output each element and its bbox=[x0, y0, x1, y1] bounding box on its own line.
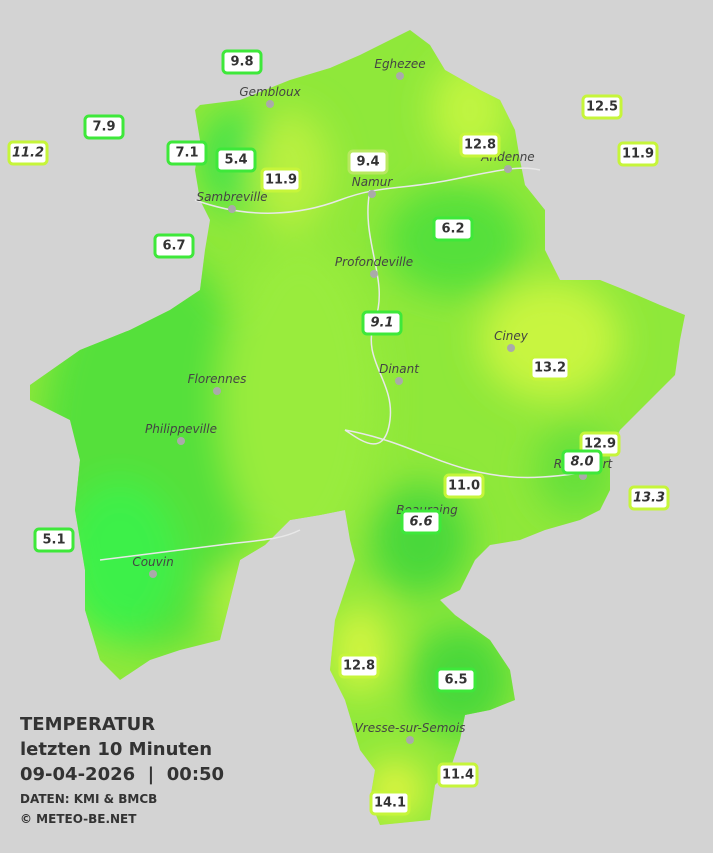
city-label: Florennes bbox=[188, 372, 247, 386]
station-box bbox=[561, 449, 603, 475]
station-value: 9.8 bbox=[230, 55, 253, 70]
station-value: 12.8 bbox=[464, 138, 496, 153]
station-box bbox=[529, 355, 571, 381]
station-box bbox=[33, 527, 75, 553]
city-label: Gembloux bbox=[239, 85, 301, 99]
station-box bbox=[166, 140, 208, 166]
station-value: 5.4 bbox=[224, 153, 247, 168]
station-box bbox=[7, 140, 49, 166]
station-value: 12.5 bbox=[586, 100, 618, 115]
city-dot bbox=[177, 437, 185, 445]
city-dot bbox=[396, 72, 404, 80]
city-dot bbox=[368, 190, 376, 198]
station-box bbox=[581, 94, 623, 120]
station-box bbox=[338, 653, 380, 679]
cities: EghezeeGemblouxAndenneNamurSambrevillePr… bbox=[132, 57, 614, 744]
station-box bbox=[369, 790, 411, 816]
city-dot bbox=[370, 270, 378, 278]
legend-subtitle: letzten 10 Minuten bbox=[20, 739, 212, 760]
station-box bbox=[153, 233, 195, 259]
station-value: 11.0 bbox=[448, 479, 480, 494]
station-box bbox=[347, 149, 389, 175]
station-value: 5.1 bbox=[42, 533, 65, 548]
station-value: 13.3 bbox=[633, 491, 665, 506]
station-box bbox=[437, 762, 479, 788]
station-box bbox=[361, 310, 403, 336]
city-label: Sambreville bbox=[196, 190, 267, 204]
city-dot bbox=[228, 205, 236, 213]
station-value: 6.2 bbox=[441, 222, 464, 237]
city-label: Couvin bbox=[132, 555, 173, 569]
legend-copyright: © METEO-BE.NET bbox=[20, 812, 137, 826]
station-box bbox=[617, 141, 659, 167]
city-label: Philippeville bbox=[145, 422, 217, 436]
station-value: 6.5 bbox=[444, 673, 467, 688]
city-label: Namur bbox=[352, 175, 394, 189]
station-box bbox=[432, 216, 474, 242]
stations: 9.8 7.9 11.2 7.1 5.4 11.9 9.4 12.8 12.5 11.9 6.7 6.… bbox=[7, 49, 670, 816]
station-box bbox=[628, 485, 670, 511]
legend-title: TEMPERATUR bbox=[20, 714, 155, 735]
station-box bbox=[459, 132, 501, 158]
city-label: Dinant bbox=[379, 362, 420, 376]
legend: TEMPERATUR letzten 10 Minuten 09-04-2026… bbox=[20, 714, 224, 826]
city-dot bbox=[507, 344, 515, 352]
city-dot bbox=[504, 165, 512, 173]
station-value: 9.1 bbox=[370, 316, 393, 331]
station-value: 11.2 bbox=[12, 146, 44, 161]
station-value: 6.7 bbox=[162, 239, 185, 254]
city-label: Ciney bbox=[494, 329, 529, 343]
station-value: 8.0 bbox=[570, 455, 593, 470]
station-value: 11.4 bbox=[442, 768, 474, 783]
city-dot bbox=[149, 570, 157, 578]
station-value: 9.4 bbox=[356, 155, 379, 170]
city-dot bbox=[213, 387, 221, 395]
station-value: 6.6 bbox=[409, 515, 432, 530]
city-dot bbox=[395, 377, 403, 385]
station-value: 12.9 bbox=[584, 437, 616, 452]
station-box bbox=[83, 114, 125, 140]
legend-datetime: 09-04-2026 | 00:50 bbox=[20, 764, 224, 785]
station-box bbox=[443, 473, 485, 499]
station-value: 11.9 bbox=[622, 147, 654, 162]
station-value: 7.9 bbox=[92, 120, 115, 135]
station-box bbox=[215, 147, 257, 173]
rivers bbox=[99, 167, 601, 561]
station-value: 13.2 bbox=[534, 361, 566, 376]
station-box bbox=[221, 49, 263, 75]
legend-source: DATEN: KMI & BMCB bbox=[20, 792, 157, 806]
city-dot bbox=[266, 100, 274, 108]
city-label: Eghezee bbox=[374, 57, 425, 71]
city-label: Profondeville bbox=[335, 255, 413, 269]
city-label: Vresse-sur-Semois bbox=[355, 721, 466, 735]
city-dot bbox=[406, 736, 414, 744]
station-value: 11.9 bbox=[265, 173, 297, 188]
station-box bbox=[400, 509, 442, 535]
station-value: 7.1 bbox=[175, 146, 198, 161]
station-value: 14.1 bbox=[374, 796, 406, 811]
station-box bbox=[260, 167, 302, 193]
station-value: 12.8 bbox=[343, 659, 375, 674]
station-box bbox=[435, 667, 477, 693]
